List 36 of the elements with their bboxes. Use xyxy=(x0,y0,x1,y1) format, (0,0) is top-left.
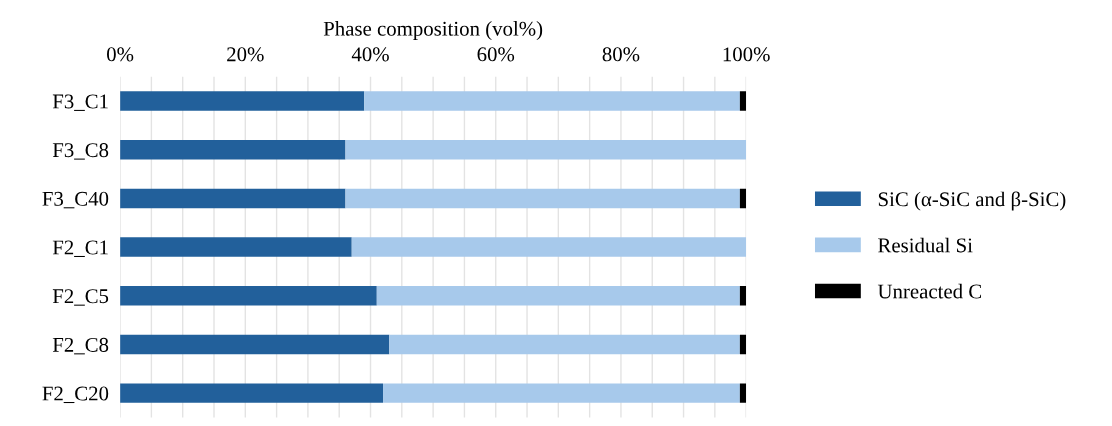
y-tick-label: F2_C20 xyxy=(42,386,109,404)
bar xyxy=(383,383,740,403)
bar xyxy=(376,286,740,306)
legend-label: SiC (α-SiC and β-SiC) xyxy=(878,191,1066,211)
legend-label: Unreacted C xyxy=(877,283,982,299)
x-tick-label: 80% xyxy=(602,47,640,62)
y-tick-label: F2_C5 xyxy=(52,289,109,306)
bar xyxy=(120,188,346,209)
bar xyxy=(364,91,740,111)
bar xyxy=(739,91,747,111)
y-tick-label: F2_C1 xyxy=(52,240,108,257)
bar xyxy=(351,237,747,257)
x-tick-label: 100% xyxy=(723,47,770,62)
x-tick-label: 60% xyxy=(477,47,515,62)
bar xyxy=(739,188,747,209)
y-tick-label: F3_C40 xyxy=(42,191,109,209)
x-tick-label: 0% xyxy=(107,47,134,62)
bar xyxy=(120,286,377,306)
bar xyxy=(739,383,747,403)
y-tick-label: F3_C1 xyxy=(52,94,108,111)
bar xyxy=(120,334,390,355)
bar xyxy=(120,139,346,160)
x-axis-title: Phase composition (vol%) xyxy=(323,21,543,40)
bar xyxy=(345,188,740,209)
x-tick-label: 40% xyxy=(351,47,389,62)
bar xyxy=(389,334,740,355)
bar xyxy=(120,91,365,111)
y-tick-label: F3_C8 xyxy=(52,143,109,160)
x-tick-label: 20% xyxy=(227,47,264,62)
y-tick-label: F2_C8 xyxy=(52,337,109,355)
bar xyxy=(120,237,352,257)
legend-label: Residual Si xyxy=(878,237,973,253)
bar xyxy=(120,383,384,403)
bar xyxy=(739,334,747,355)
bar xyxy=(739,286,747,306)
bar xyxy=(345,139,747,160)
